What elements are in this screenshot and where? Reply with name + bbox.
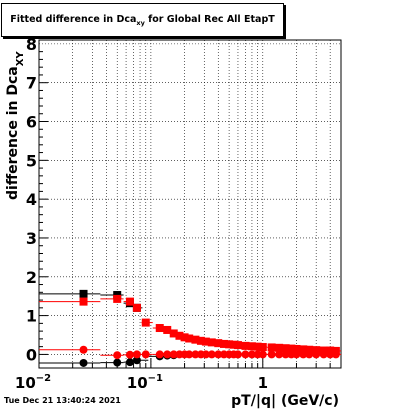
- data-point-square: [258, 343, 267, 352]
- data-point-square: [305, 345, 314, 354]
- x-tick-label: 10−1: [127, 373, 163, 392]
- data-point-square: [141, 318, 150, 327]
- y-tick-label: 6: [26, 113, 37, 132]
- data-point-square: [163, 325, 172, 334]
- data-point-square: [233, 341, 242, 350]
- data-point-circle: [79, 358, 88, 367]
- chart-title-box: Fitted difference in Dcaxy for Global Re…: [1, 3, 284, 37]
- data-point-square: [219, 339, 228, 348]
- chart-title-sub: xy: [136, 18, 145, 27]
- y-tick-label: 3: [26, 229, 37, 248]
- data-point-square: [292, 344, 301, 353]
- axes: 0 1 2 3 4 5 6 7 8 10−2 10−1 1: [15, 35, 342, 392]
- data-point-square: [79, 297, 88, 306]
- data-point-circle: [275, 350, 284, 359]
- data-point-circle: [247, 350, 256, 359]
- data-markers: [39, 289, 341, 367]
- x-axis-label: pT/|q| (GeV/c): [231, 393, 339, 409]
- y-axis-label-main: difference in Dca: [5, 66, 21, 200]
- data-point-square: [185, 334, 194, 343]
- x-tick-label: 10−2: [15, 373, 51, 392]
- data-point-circle: [201, 350, 210, 359]
- data-point-circle: [214, 350, 223, 359]
- data-point-circle: [281, 350, 290, 359]
- data-point-circle: [305, 350, 314, 359]
- data-point-square: [287, 344, 296, 353]
- data-point-square: [241, 341, 250, 350]
- data-point-square: [299, 345, 308, 354]
- data-point-circle: [155, 350, 164, 359]
- data-point-circle: [312, 350, 321, 359]
- x-tick-exponent: −2: [36, 373, 51, 384]
- data-point-circle: [79, 345, 88, 354]
- data-point-square: [113, 294, 122, 303]
- y-tick-label: 0: [26, 345, 37, 364]
- data-point-circle: [132, 350, 141, 359]
- data-point-circle: [292, 350, 301, 359]
- data-point-circle: [326, 350, 335, 359]
- data-point-square: [214, 339, 223, 348]
- data-point-circle: [241, 350, 250, 359]
- data-point-square: [229, 340, 238, 349]
- data-point-circle: [191, 350, 200, 359]
- x-tick-exponent: −1: [148, 373, 163, 384]
- data-point-square: [175, 331, 184, 340]
- data-point-square: [155, 324, 164, 333]
- data-point-square: [201, 337, 210, 346]
- data-point-circle: [258, 350, 267, 359]
- timestamp: Tue Dec 21 13:40:24 2021: [4, 396, 121, 405]
- data-point-square: [125, 297, 134, 306]
- y-tick-label: 8: [26, 35, 37, 54]
- data-point-square: [132, 303, 141, 312]
- y-tick-label: 1: [26, 307, 37, 326]
- data-point-circle: [207, 350, 216, 359]
- data-point-circle: [113, 351, 122, 360]
- data-point-circle: [299, 350, 308, 359]
- x-tick-label: 1: [258, 374, 268, 392]
- y-tick-label: 2: [26, 268, 37, 287]
- data-point-circle: [233, 350, 242, 359]
- grid: [38, 40, 342, 368]
- data-point-circle: [141, 350, 150, 359]
- data-point-circle: [113, 358, 122, 367]
- data-point-square: [207, 338, 216, 347]
- data-point-square: [169, 329, 178, 338]
- data-point-square: [225, 340, 234, 349]
- data-point-circle: [267, 350, 276, 359]
- data-point-circle: [331, 350, 340, 359]
- data-point-circle: [185, 350, 194, 359]
- chart-title-main: Fitted difference in Dca: [10, 13, 137, 25]
- data-point-circle: [125, 358, 134, 367]
- chart-title: Fitted difference in Dcaxy for Global Re…: [10, 14, 274, 27]
- data-point-square: [267, 343, 276, 352]
- y-axis-label: difference in DcaXY: [5, 51, 26, 200]
- data-point-circle: [319, 350, 328, 359]
- data-point-square: [275, 343, 284, 352]
- data-point-square: [247, 342, 256, 351]
- data-point-square: [191, 335, 200, 344]
- data-point-circle: [163, 350, 172, 359]
- data-point-square: [281, 344, 290, 353]
- y-tick-label: 4: [26, 190, 37, 209]
- data-point-square: [196, 336, 205, 345]
- data-point-square: [79, 289, 88, 298]
- data-point-square: [312, 346, 321, 355]
- plot-frame: [38, 39, 342, 369]
- y-tick-label: 7: [26, 74, 37, 93]
- data-point-square: [180, 333, 189, 342]
- data-point-circle: [125, 350, 134, 359]
- data-point-square: [253, 342, 262, 351]
- chart-title-suffix: for Global Rec All EtapT: [144, 13, 275, 25]
- data-point-circle: [169, 350, 178, 359]
- y-tick-label: 5: [26, 151, 37, 170]
- y-axis-label-sub: XY: [15, 51, 26, 67]
- data-point-circle: [132, 356, 141, 365]
